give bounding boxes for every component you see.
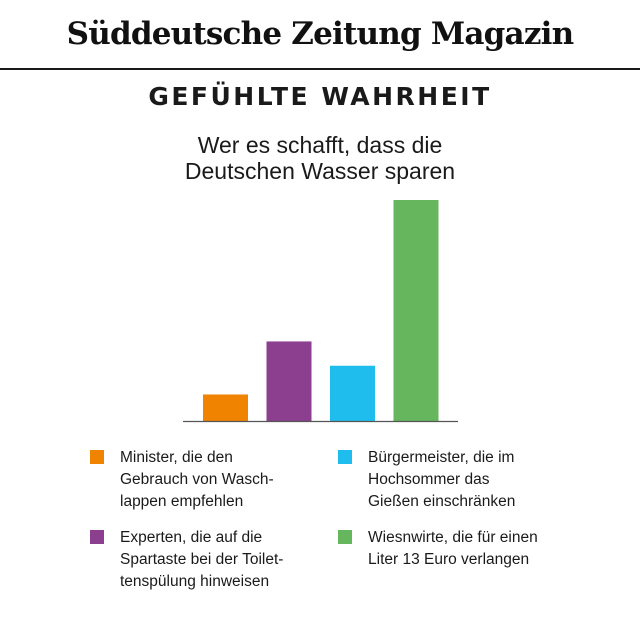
bar-minister (203, 394, 248, 421)
legend-label-wiesnwirte: Wiesnwirte, die für einen Liter 13 Euro … (368, 529, 538, 568)
bar-experten (266, 341, 312, 421)
legend-item-wiesnwirte: Wiesnwirte, die für einen Liter 13 Euro … (338, 527, 538, 571)
legend-item-buergermeister: Bürgermeister, die im Hochsommer das Gie… (338, 447, 515, 513)
legend-swatch-purple (90, 530, 104, 544)
masthead: Süddeutsche Zeitung Magazin (0, 0, 640, 70)
legend-label-minister: Minister, die den Gebrauch von Wasch- la… (120, 449, 274, 510)
legend-swatch-blue (338, 450, 352, 464)
legend-label-experten: Experten, die auf die Spartaste bei der … (120, 529, 284, 590)
legend-item-experten: Experten, die auf die Spartaste bei der … (90, 527, 283, 593)
legend-swatch-green (338, 530, 352, 544)
bar-buergermeister (330, 365, 375, 421)
kicker-heading: GEFÜHLTE WAHRHEIT (148, 82, 492, 111)
bar-wiesnwirte (393, 200, 439, 421)
chart-title: Wer es schafft, dass die Deutschen Wasse… (184, 132, 456, 184)
legend-item-minister: Minister, die den Gebrauch von Wasch- la… (90, 447, 274, 513)
legend-swatch-orange (90, 450, 104, 464)
legend-label-buergermeister: Bürgermeister, die im Hochsommer das Gie… (368, 449, 516, 510)
masthead-logo: Süddeutsche Zeitung Magazin (66, 16, 575, 52)
